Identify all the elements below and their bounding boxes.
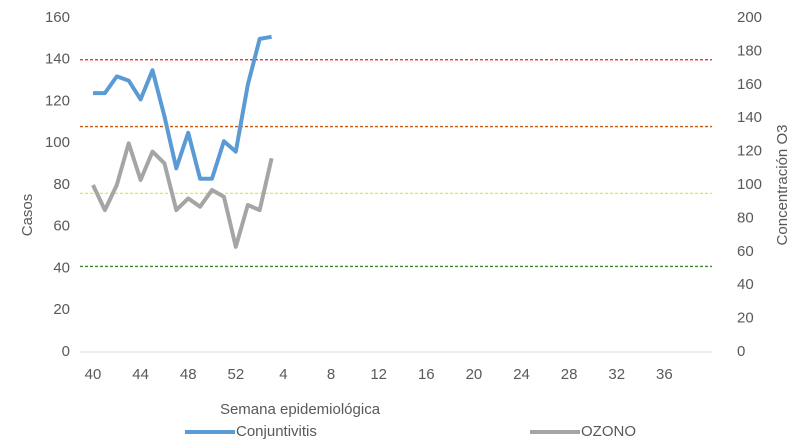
x-tick-label: 20 [466, 366, 483, 383]
y2-tick-label: 180 [737, 42, 762, 59]
x-axis-title: Semana epidemiológica [220, 401, 381, 418]
x-tick-label: 32 [608, 366, 625, 383]
legend-label: OZONO [581, 423, 636, 440]
y-tick-label: 40 [53, 259, 70, 276]
y2-tick-label: 80 [737, 209, 754, 226]
legend-label: Conjuntivitis [236, 423, 317, 440]
x-tick-label: 44 [132, 366, 149, 383]
y-axis-title: Casos [19, 194, 36, 237]
x-tick-label: 12 [370, 366, 387, 383]
y2-tick-label: 40 [737, 276, 754, 293]
y-tick-label: 80 [53, 176, 70, 193]
y2-tick-label: 140 [737, 109, 762, 126]
y2-tick-label: 60 [737, 243, 754, 260]
x-tick-label: 52 [228, 366, 245, 383]
y-tick-label: 100 [45, 134, 70, 151]
y-tick-label: 0 [62, 343, 70, 360]
y2-tick-label: 20 [737, 310, 754, 327]
y-tick-label: 20 [53, 301, 70, 318]
y-tick-label: 120 [45, 92, 70, 109]
x-tick-label: 16 [418, 366, 435, 383]
series-line [93, 34, 272, 181]
x-tick-label: 48 [180, 366, 197, 383]
y2-tick-label: 200 [737, 9, 762, 26]
y2-tick-label: 160 [737, 76, 762, 93]
y2-tick-label: 0 [737, 343, 745, 360]
x-tick-label: 24 [513, 366, 530, 383]
y2-tick-label: 120 [737, 143, 762, 160]
x-tick-label: 4 [279, 366, 287, 383]
x-tick-label: 36 [656, 366, 673, 383]
y2-axis-title: Concentración O3 [774, 125, 791, 246]
series-line [91, 141, 274, 249]
y-tick-label: 160 [45, 9, 70, 26]
y-tick-label: 140 [45, 51, 70, 68]
x-tick-label: 8 [327, 366, 335, 383]
x-tick-label: 40 [85, 366, 102, 383]
x-tick-label: 28 [561, 366, 578, 383]
y-tick-label: 60 [53, 218, 70, 235]
y2-tick-label: 100 [737, 176, 762, 193]
